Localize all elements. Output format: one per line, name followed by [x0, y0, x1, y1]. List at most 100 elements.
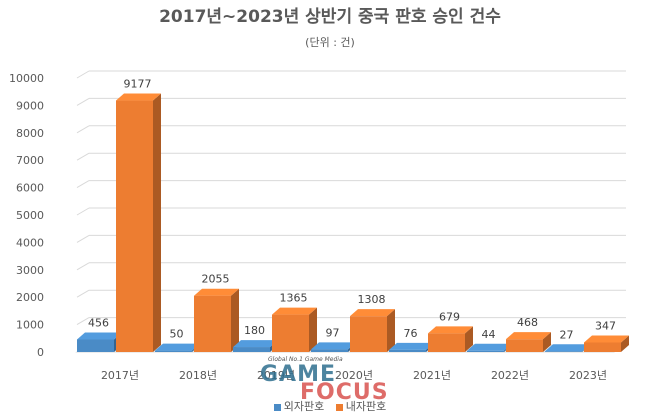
data-label: 1308 — [358, 293, 386, 306]
bar-front — [389, 349, 426, 352]
bar-top — [233, 340, 278, 348]
gridline-depth — [76, 97, 90, 106]
bar-front — [311, 349, 348, 352]
y-tick-label: 9000 — [16, 99, 44, 112]
legend-item-domestic: 내자판호 — [335, 398, 387, 414]
bars — [77, 93, 629, 352]
bar-top — [116, 93, 161, 101]
bar — [389, 342, 434, 352]
data-label: 2055 — [202, 273, 230, 286]
chart-subtitle: (단위 : 건) — [305, 36, 355, 49]
y-tick-label: 3000 — [16, 264, 44, 277]
x-tick-label: 2019년 — [257, 369, 295, 382]
y-tick-label: 4000 — [16, 236, 44, 249]
data-label: 180 — [244, 324, 265, 337]
legend-item-foreign: 외자판호 — [273, 398, 325, 414]
gridline-depth — [76, 152, 90, 161]
bar-top — [77, 332, 122, 340]
y-tick-label: 7000 — [16, 154, 44, 167]
bar-top — [428, 326, 473, 334]
data-label: 456 — [88, 317, 109, 330]
bar-top — [311, 342, 356, 350]
gridline-depth — [76, 207, 90, 216]
bar-side — [153, 93, 161, 352]
y-tick-label: 2000 — [16, 291, 44, 304]
bar — [272, 307, 317, 352]
y-tick-label: 1000 — [16, 319, 44, 332]
gridline-depth — [76, 317, 90, 326]
bar — [350, 309, 395, 352]
bar-side — [543, 332, 551, 352]
x-tick-label: 2022년 — [491, 369, 529, 382]
bar-top — [155, 343, 200, 351]
data-label: 468 — [517, 316, 538, 329]
bar-top — [467, 343, 512, 351]
bar-top — [272, 307, 317, 315]
bar-top — [350, 309, 395, 317]
bar-top — [194, 288, 239, 296]
y-tick-label: 6000 — [16, 182, 44, 195]
bar-front — [506, 339, 543, 352]
bar-side — [465, 326, 473, 352]
y-axis: 0 1000 2000 3000 4000 5000 6000 7000 8000 9000 100… — [9, 72, 44, 359]
bar-top — [584, 335, 629, 343]
bar-front — [194, 295, 231, 352]
bar-front — [350, 316, 387, 352]
bar — [545, 344, 590, 352]
x-tick-label: 2017년 — [101, 369, 139, 382]
bar-front — [545, 351, 582, 352]
legend-swatch-foreign — [273, 403, 281, 411]
bar — [311, 342, 356, 352]
gridline-depth — [76, 262, 90, 271]
bar-front — [155, 350, 192, 352]
bar — [428, 326, 473, 352]
bar-top — [506, 332, 551, 340]
data-label: 679 — [439, 310, 460, 323]
x-axis: 2017년 2018년 2019년 2020년 2021년 2022년 2023년 — [101, 369, 607, 382]
legend: 외자판호 내자판호 — [0, 398, 660, 414]
bar — [467, 343, 512, 352]
bar — [116, 93, 161, 352]
bar-side — [387, 309, 395, 352]
data-label: 97 — [326, 326, 340, 339]
bar — [584, 335, 629, 352]
legend-label-foreign: 외자판호 — [283, 400, 325, 413]
data-label: 1365 — [280, 292, 308, 305]
bar-top — [389, 342, 434, 350]
bar — [155, 343, 200, 352]
y-tick-label: 5000 — [16, 209, 44, 222]
y-tick-label: 10000 — [9, 72, 44, 85]
bar-front — [116, 100, 153, 352]
data-label: 50 — [170, 328, 184, 341]
data-label: 76 — [404, 327, 418, 340]
data-label: 347 — [595, 319, 616, 332]
bar-side — [231, 288, 239, 352]
gridline-depth — [76, 289, 90, 298]
bar-front — [77, 339, 114, 352]
bar — [77, 332, 122, 352]
legend-swatch-domestic — [335, 403, 343, 411]
legend-label-domestic: 내자판호 — [345, 400, 387, 413]
bar-front — [428, 333, 465, 352]
bar-front — [233, 347, 270, 352]
bar — [233, 340, 278, 352]
x-tick-label: 2021년 — [413, 369, 451, 382]
chart-title: 2017년~2023년 상반기 중국 판호 승인 건수 — [159, 7, 501, 27]
x-tick-label: 2020년 — [335, 369, 373, 382]
gridline-depth — [76, 180, 90, 189]
x-tick-label: 2018년 — [179, 369, 217, 382]
gridline-depth — [76, 234, 90, 243]
bar — [506, 332, 551, 352]
bar-side — [309, 307, 317, 352]
y-tick-label: 8000 — [16, 127, 44, 140]
bar-side — [621, 335, 629, 352]
bar-front — [467, 350, 504, 352]
data-label: 9177 — [124, 78, 152, 91]
bar-front — [584, 342, 621, 352]
gridline-depth — [76, 125, 90, 134]
gridline-depth — [76, 70, 90, 79]
data-label: 44 — [482, 328, 496, 341]
data-labels: 456 9177 50 2055 180 1365 97 1308 76 679 44 468 27 34… — [88, 78, 616, 342]
data-label: 27 — [560, 328, 574, 341]
